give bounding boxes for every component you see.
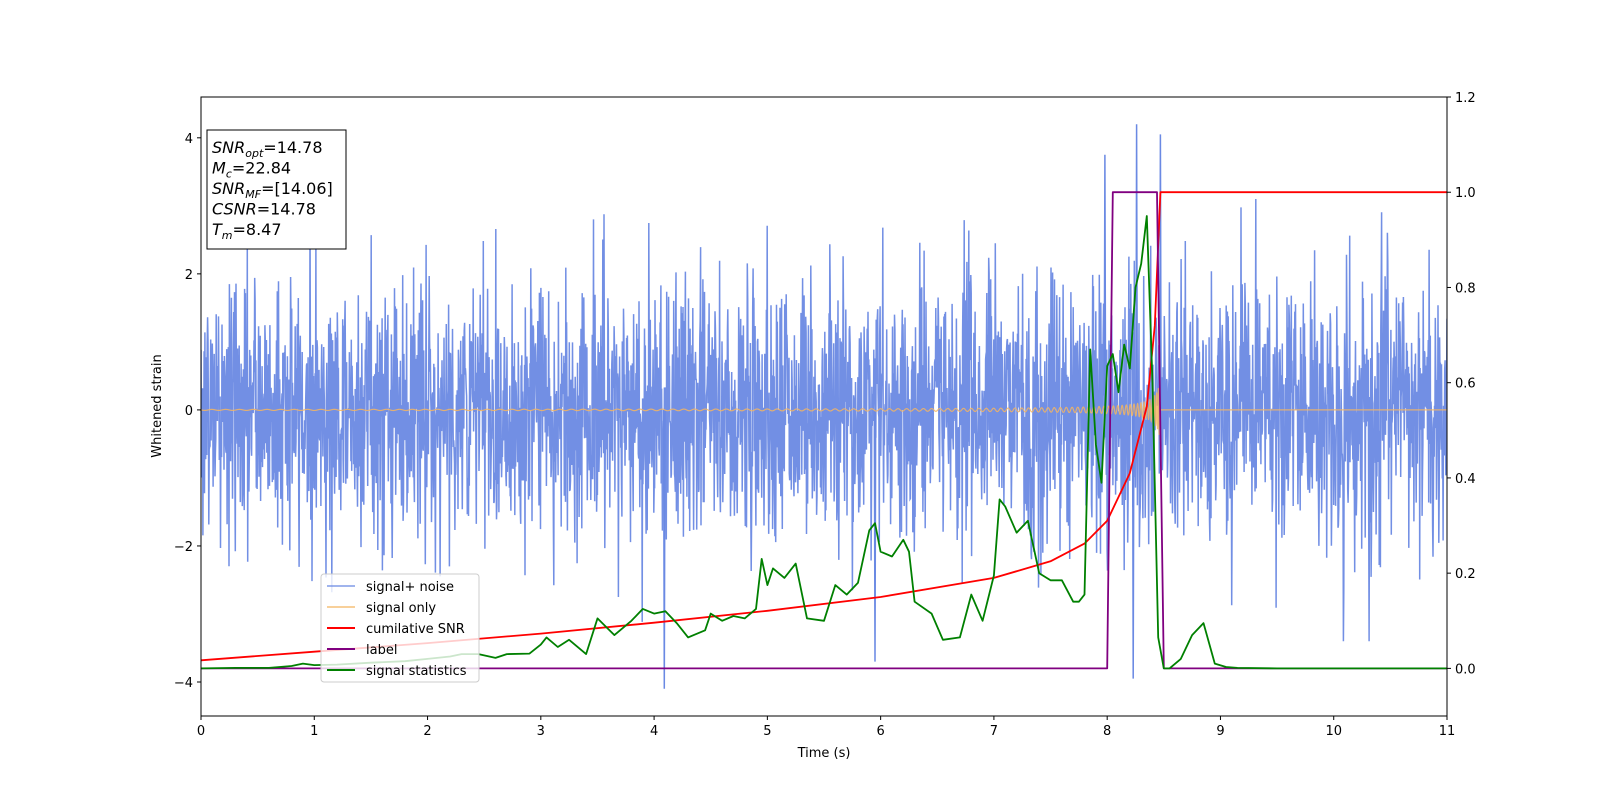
legend: signal+ noise signal only cumilative SNR la… xyxy=(320,573,480,683)
right-y-tick-label: 0.6 xyxy=(1455,377,1476,392)
signal-noise-spike xyxy=(1135,124,1139,410)
legend-label: signal+ noise xyxy=(366,580,454,595)
series-cumilative-snr-line xyxy=(201,191,1447,662)
plot-frame xyxy=(200,96,1448,717)
annotation-line: SNRMF=[14.06] xyxy=(212,179,333,201)
x-tick-label: 6 xyxy=(876,724,884,739)
x-axis: 0 1 2 3 4 5 6 7 8 9 10 11 xyxy=(197,716,1455,739)
right-y-tick-label: 0.2 xyxy=(1455,567,1476,582)
x-tick-label: 11 xyxy=(1439,724,1456,739)
x-tick-label: 10 xyxy=(1325,724,1342,739)
annotation-line: CSNR=14.78 xyxy=(212,200,316,219)
signal-noise-spike xyxy=(873,409,877,662)
signal-only-layer xyxy=(201,381,1447,442)
annotation-line: Tm=8.47 xyxy=(212,220,282,242)
x-tick-label: 9 xyxy=(1216,724,1224,739)
right-y-tick-label: 0.4 xyxy=(1455,472,1476,487)
signal-noise-spike xyxy=(1158,134,1162,410)
right-y-tick-label: 1.2 xyxy=(1455,91,1476,106)
left-y-tick-label: −2 xyxy=(174,540,193,555)
annotation-frame xyxy=(206,129,347,250)
right-axis-series-layer xyxy=(201,191,1447,670)
series-signal-only-line xyxy=(201,381,1447,442)
signal-noise-spike xyxy=(1103,154,1107,410)
signal-noise-spike xyxy=(662,409,666,689)
x-axis-label: Time (s) xyxy=(797,746,851,761)
legend-label: cumilative SNR xyxy=(366,622,465,637)
legend-frame xyxy=(320,573,480,683)
annotation-line: SNRopt=14.78 xyxy=(212,138,323,160)
legend-label: signal only xyxy=(366,601,436,616)
left-y-axis: −4 −2 0 2 4 xyxy=(174,132,201,691)
right-y-tick-label: 1.0 xyxy=(1455,186,1476,201)
left-y-tick-label: −4 xyxy=(174,676,193,691)
left-y-tick-label: 2 xyxy=(185,268,193,283)
x-tick-label: 8 xyxy=(1103,724,1111,739)
legend-label: signal statistics xyxy=(366,664,467,679)
series-label-line xyxy=(201,191,1447,670)
left-y-tick-label: 4 xyxy=(185,132,193,147)
signal-noise-spike xyxy=(1131,409,1135,679)
left-y-tick-label: 0 xyxy=(185,404,193,419)
x-tick-label: 0 xyxy=(197,724,205,739)
series-signal-noise-line xyxy=(201,198,1447,642)
x-tick-label: 2 xyxy=(423,724,431,739)
x-tick-label: 3 xyxy=(537,724,545,739)
right-y-tick-label: 0.0 xyxy=(1455,662,1476,677)
x-tick-label: 4 xyxy=(650,724,658,739)
x-tick-label: 7 xyxy=(990,724,998,739)
x-tick-label: 5 xyxy=(763,724,771,739)
stats-annotation-box: SNRopt=14.78Mc=22.84SNRMF=[14.06]CSNR=14… xyxy=(206,129,347,250)
legend-label: label xyxy=(366,643,397,658)
signal-noise-layer xyxy=(201,124,1447,689)
right-y-axis: 0.0 0.2 0.4 0.6 0.8 1.0 1.2 xyxy=(1447,91,1476,677)
y-axis-label: Whitened strain xyxy=(150,354,165,457)
annotation-line: Mc=22.84 xyxy=(212,159,291,181)
right-y-tick-label: 0.8 xyxy=(1455,281,1476,296)
series-signal-statistics-line xyxy=(201,215,1447,670)
x-tick-label: 1 xyxy=(310,724,318,739)
